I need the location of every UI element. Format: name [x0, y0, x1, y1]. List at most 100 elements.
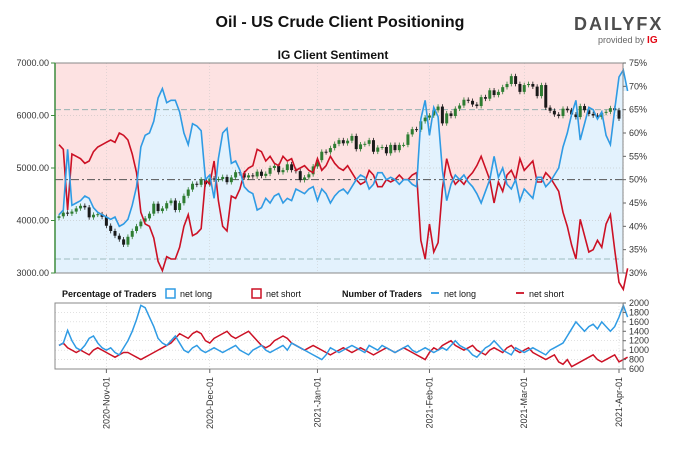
candle-body — [354, 135, 358, 150]
ig-logo: IG — [647, 35, 658, 46]
bottom-right-tick-label: 600 — [629, 364, 644, 374]
legend-pct-long-label: net long — [180, 289, 212, 299]
logo-provided-by: provided by IG — [598, 35, 674, 46]
candle-body — [182, 195, 186, 204]
net-long-area — [55, 70, 628, 273]
candle-body — [165, 203, 169, 209]
left-tick-label: 3000.00 — [16, 268, 49, 278]
candle-body — [432, 110, 436, 116]
candle-body — [406, 134, 410, 145]
candle-body — [303, 177, 307, 181]
candle-body — [591, 113, 595, 116]
candle-body — [91, 214, 95, 218]
candle-body — [221, 176, 225, 180]
candle-body — [247, 175, 251, 178]
candle-body — [320, 151, 324, 161]
candle-body — [96, 214, 100, 216]
x-axis-ticks: 2020-Nov-01 2020-Dec-01 2021-Jan-01 2021-Fe… — [101, 369, 624, 429]
price-candles — [57, 73, 621, 248]
candle-body — [315, 160, 319, 167]
net-long-traders-line — [58, 303, 629, 361]
right-tick-label: 35% — [629, 245, 647, 255]
candle-body — [363, 143, 367, 145]
candle-body — [251, 175, 255, 177]
candle-body — [143, 218, 147, 222]
legend-pct-long-swatch — [165, 288, 176, 299]
candle-body — [79, 205, 83, 209]
right-axis-ticks: 30% 35% 40% 45% 50% 55% 60% 65% 70% 75% — [623, 58, 647, 278]
candle-body — [496, 91, 500, 96]
candle-body — [117, 235, 121, 240]
candle-body — [337, 140, 341, 144]
x-tick-label: 2021-Apr-01 — [614, 377, 624, 427]
candle-body — [436, 106, 440, 111]
candle-body — [234, 172, 238, 178]
candle-body — [225, 176, 229, 183]
candle-body — [384, 147, 388, 154]
logo-text-fx: FX — [636, 14, 664, 34]
candle-body — [617, 110, 621, 119]
candle-body — [66, 212, 70, 214]
bottom-panel-frame — [54, 302, 624, 370]
x-tick-label: 2020-Nov-01 — [101, 377, 111, 429]
candle-body — [199, 179, 203, 185]
candle-body — [61, 212, 65, 217]
chart-title: Oil - US Crude Client Positioning — [215, 14, 465, 31]
candle-body — [178, 203, 182, 210]
candle-body — [324, 151, 328, 153]
x-tick-label: 2020-Dec-01 — [205, 377, 215, 429]
right-tick-label: 60% — [629, 128, 647, 138]
candle-body — [135, 226, 139, 231]
candle-body — [561, 108, 565, 117]
x-tick-label: 2021-Jan-01 — [312, 377, 322, 428]
bottom-right-tick-label: 2000 — [629, 298, 649, 308]
net-short-traders-line — [58, 330, 628, 368]
candle-body — [479, 97, 483, 107]
candle-body — [539, 85, 543, 97]
candle-body — [109, 225, 113, 231]
candle-body — [483, 97, 487, 99]
candle-body — [191, 183, 195, 190]
candle-body — [376, 147, 380, 152]
candle-body — [595, 115, 599, 118]
candle-body — [359, 144, 363, 150]
net-long-pct-line — [58, 67, 629, 228]
candle-body — [350, 135, 354, 141]
right-tick-label: 50% — [629, 175, 647, 185]
candle-body — [341, 140, 345, 144]
candle-body — [415, 129, 419, 131]
candle-body — [608, 108, 612, 112]
candle-body — [195, 183, 199, 185]
candle-body — [333, 143, 337, 149]
left-tick-label: 4000.00 — [16, 216, 49, 226]
candle-body — [587, 110, 591, 114]
x-tick-label: 2021-Mar-01 — [519, 377, 529, 429]
left-axis-ticks: 3000.00 4000.00 5000.00 6000.00 7000.00 — [16, 58, 55, 278]
legend-pct-title: Percentage of Traders — [62, 289, 157, 299]
right-tick-label: 55% — [629, 151, 647, 161]
candle-body — [281, 170, 285, 173]
dailyfx-logo: DAILYFX provided by IG — [574, 14, 674, 48]
candle-body — [156, 203, 160, 212]
candle-body — [87, 207, 91, 218]
candle-body — [380, 147, 384, 148]
legend-pct-short-swatch — [251, 288, 262, 299]
candle-body — [578, 106, 582, 118]
candle-body — [410, 129, 414, 135]
legend-pct-short-label: net short — [266, 289, 302, 299]
candle-body — [169, 200, 173, 204]
bottom-right-tick-label: 800 — [629, 355, 644, 365]
candle-body — [371, 140, 375, 152]
candle-body — [604, 111, 608, 113]
candle-body — [255, 171, 259, 177]
candle-body — [216, 179, 220, 181]
candle-body — [531, 84, 535, 87]
candle-body — [471, 100, 475, 105]
candle-body — [104, 216, 108, 226]
candle-body — [522, 85, 526, 92]
candle-body — [544, 85, 548, 108]
candle-body — [272, 165, 276, 168]
